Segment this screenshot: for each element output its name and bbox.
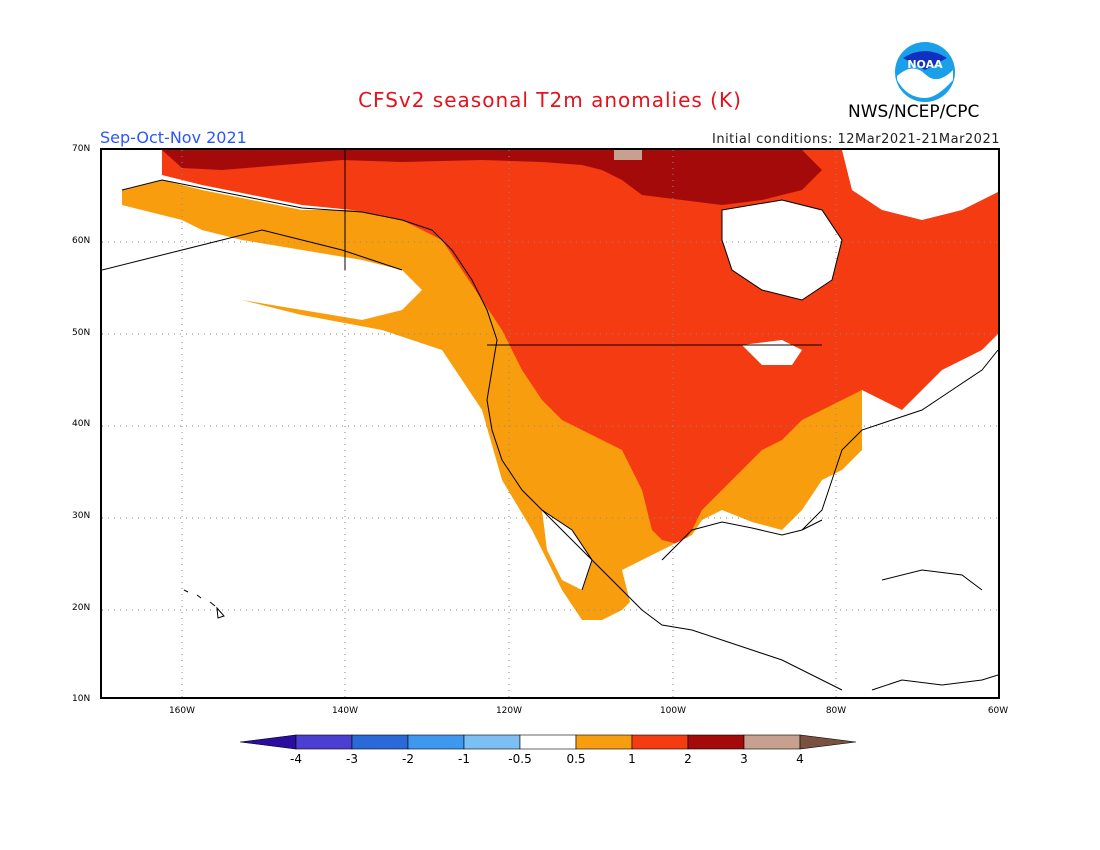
legend-tick-label: -0.5	[508, 752, 532, 766]
legend-tick-label: -3	[346, 752, 358, 766]
noaa-logo-text: NOAA	[907, 58, 943, 71]
season-label: Sep-Oct-Nov 2021	[100, 128, 247, 147]
color-legend	[240, 734, 857, 750]
legend-cell-3	[407, 734, 465, 750]
hawaii-islands	[183, 589, 225, 619]
legend-tick-label: 4	[796, 752, 804, 766]
lat-label-10n: 10N	[72, 694, 91, 704]
lat-label-20n: 20N	[72, 603, 91, 613]
legend-tick-label: -1	[458, 752, 470, 766]
legend-tick-label: -4	[290, 752, 302, 766]
anomaly-map	[100, 148, 1000, 699]
anomaly-region-2-3	[162, 150, 822, 205]
coastlines	[102, 150, 998, 691]
legend-tick-label: 3	[740, 752, 748, 766]
legend-tick-label: -2	[402, 752, 414, 766]
agency-label: NWS/NCEP/CPC	[848, 102, 980, 122]
lat-label-50n: 50N	[72, 328, 91, 338]
neutral-great-lakes	[742, 340, 802, 365]
legend-cell-9	[743, 734, 801, 750]
lat-label-40n: 40N	[72, 419, 91, 429]
neutral-mexico-gulf	[622, 530, 762, 620]
legend-cell-8	[687, 734, 745, 750]
lon-label-120w: 120W	[495, 706, 523, 716]
legend-cell-below-min	[240, 734, 297, 750]
legend-cell-4	[463, 734, 521, 750]
lat-label-30n: 30N	[72, 511, 91, 521]
neutral-baja	[542, 510, 592, 590]
legend-cell-2	[351, 734, 409, 750]
lon-label-100w: 100W	[659, 706, 687, 716]
neutral-baffin	[842, 150, 998, 220]
neutral-central-america	[682, 620, 842, 695]
lat-label-70n: 70N	[72, 144, 91, 154]
map-canvas	[102, 150, 998, 697]
legend-cell-above-max	[799, 734, 857, 750]
pacific-ocean	[102, 270, 642, 697]
legend-tick-label: 1	[628, 752, 636, 766]
lon-label-60w: 60W	[987, 706, 1009, 716]
anomaly-fill	[102, 150, 998, 695]
map-title: CFSv2 seasonal T2m anomalies (K)	[358, 88, 742, 112]
lat-label-60n: 60N	[72, 236, 91, 246]
lon-label-160w: 160W	[168, 706, 196, 716]
neutral-hudson-bay	[722, 200, 842, 300]
lon-label-80w: 80W	[825, 706, 847, 716]
legend-tick-label: 0.5	[566, 752, 586, 766]
legend-cell-7	[631, 734, 689, 750]
lon-label-140w: 140W	[331, 706, 359, 716]
anomaly-region-3-4	[614, 150, 642, 160]
legend-cell-1	[295, 734, 353, 750]
initial-conditions-label: Initial conditions: 12Mar2021-21Mar2021	[712, 132, 1000, 147]
legend-cell-6	[575, 734, 633, 750]
legend-tick-label: 2	[684, 752, 692, 766]
legend-cell-5	[519, 734, 577, 750]
noaa-logo: NOAA	[895, 42, 955, 102]
